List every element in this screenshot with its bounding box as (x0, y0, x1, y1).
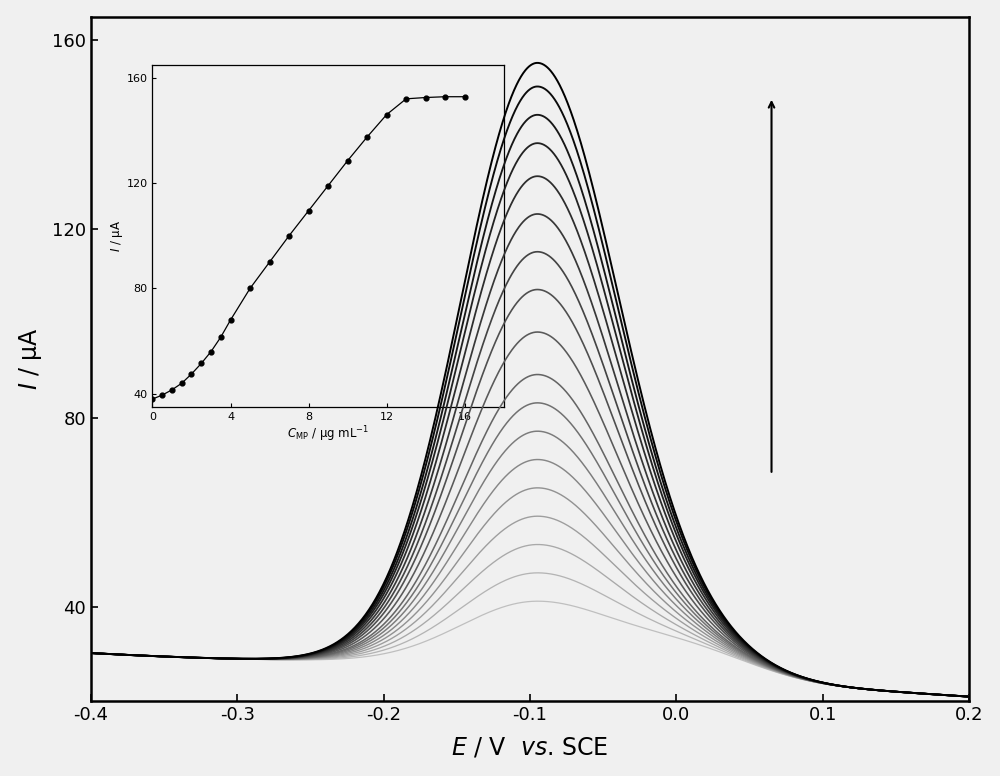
Y-axis label: $I$ / μA: $I$ / μA (17, 327, 44, 390)
X-axis label: $E$ / V  $\mathit{vs}$. SCE: $E$ / V $\mathit{vs}$. SCE (451, 736, 609, 760)
